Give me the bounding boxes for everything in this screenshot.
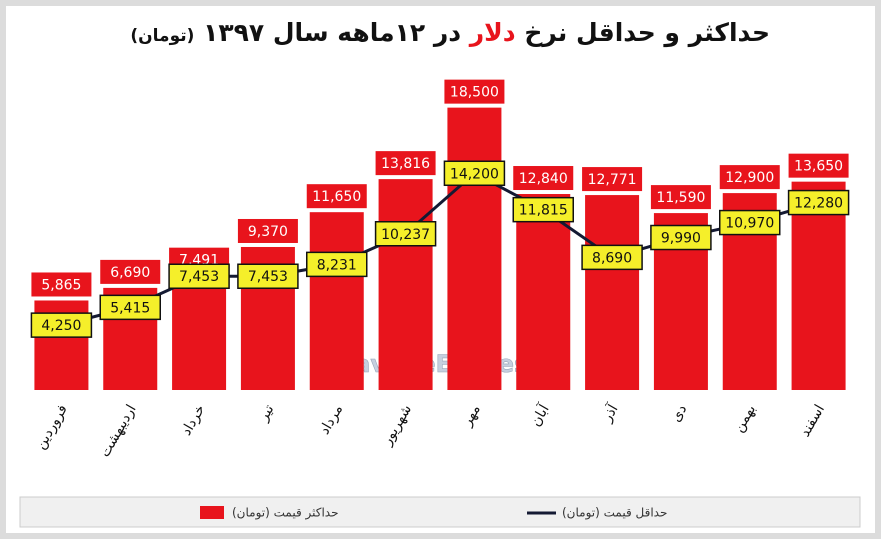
bar	[791, 181, 846, 390]
value-label-box	[787, 189, 850, 216]
value-label: 10,970	[725, 216, 774, 232]
title-part: حداکثر و حداقل نرخ	[524, 18, 770, 47]
value-label-box	[719, 209, 781, 236]
x-tick-label: فروردین	[33, 402, 71, 452]
value-label: 11,590	[656, 190, 705, 206]
bar	[309, 212, 364, 390]
x-tick-label: آذر	[598, 401, 622, 426]
subtitle: (تومان)	[130, 26, 195, 46]
x-tick-label: خرداد	[178, 402, 208, 438]
bar	[516, 194, 571, 390]
value-label: 12,900	[725, 170, 774, 186]
title-part: دلار	[469, 18, 516, 47]
bar	[585, 195, 640, 390]
value-label-box	[100, 259, 161, 284]
bar	[378, 179, 433, 390]
value-label-box	[31, 272, 92, 297]
x-tick-label: آبان	[527, 401, 553, 430]
value-label-box	[443, 160, 506, 187]
value-label: 14,200	[450, 166, 499, 182]
value-label-box	[582, 167, 643, 192]
value-label: 12,840	[519, 171, 568, 187]
legend-label: حداقل قیمت (تومان)	[562, 506, 667, 521]
value-label-box	[719, 165, 780, 190]
value-label-box	[374, 221, 437, 247]
value-label: 13,650	[794, 159, 843, 175]
value-label-box	[168, 263, 230, 289]
value-label-box	[650, 224, 712, 251]
x-tick-label: مرداد	[317, 402, 347, 437]
value-label-box	[444, 79, 505, 104]
value-label: 9,990	[661, 231, 701, 247]
value-label: 11,650	[312, 189, 361, 205]
bar	[172, 275, 227, 390]
x-tick-label: تیر	[255, 402, 277, 425]
x-tick-label: شهریور	[379, 402, 415, 449]
value-label-box	[237, 263, 299, 289]
value-label-box	[513, 166, 574, 191]
value-label: 12,280	[794, 196, 843, 212]
x-tick-label: بهمن	[731, 402, 759, 435]
value-label: 13,816	[381, 156, 430, 172]
value-label: 4,250	[41, 318, 81, 334]
value-label-box	[99, 294, 161, 321]
value-label: 12,771	[588, 172, 637, 188]
value-label: 5,415	[110, 300, 150, 316]
x-tick-label: دی	[668, 402, 690, 425]
value-label: 5,865	[41, 277, 81, 293]
title-part: در ۱۲ماهه سال ۱۳۹۷	[203, 18, 462, 47]
value-label-box	[650, 185, 711, 210]
value-label: 10,237	[381, 227, 430, 243]
value-label: 7,453	[179, 269, 219, 285]
value-label: 11,815	[519, 203, 568, 219]
value-label-box	[581, 244, 643, 271]
value-label-box	[512, 196, 574, 223]
chart-title: حداکثر و حداقل نرخ دلار در ۱۲ماهه سال ۱۳…	[20, 18, 770, 47]
value-label: 8,690	[592, 250, 632, 266]
x-tick-label: اسفند	[797, 402, 828, 440]
value-label: 18,500	[450, 85, 499, 101]
value-label: 7,453	[248, 269, 288, 285]
x-tick-label: اردیبهشت	[97, 402, 140, 460]
legend	[19, 496, 861, 528]
value-label-box	[306, 184, 367, 209]
value-label: 8,231	[317, 257, 357, 273]
value-label-box	[788, 153, 849, 178]
value-label-box	[306, 251, 368, 278]
value-label-box	[375, 151, 436, 176]
legend-swatch	[200, 506, 224, 519]
value-label: 9,370	[248, 224, 288, 240]
x-tick-label: مهر	[459, 402, 484, 430]
value-label-box	[30, 312, 93, 338]
legend-label: حداکثر قیمت (تومان)	[232, 506, 339, 521]
bar	[447, 107, 502, 390]
value-label: 6,690	[110, 265, 150, 281]
value-label-box	[237, 218, 298, 243]
